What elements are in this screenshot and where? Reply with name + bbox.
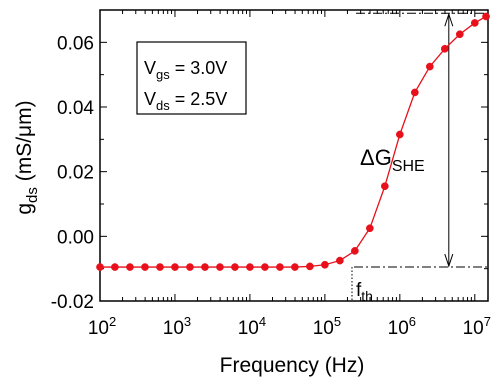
x-tick-label: 107 [463,314,491,339]
y-tick-label: 0.06 [57,33,94,54]
delta-label-sub: SHE [392,158,425,175]
conditions-box [136,41,247,115]
data-point [141,263,149,271]
data-point [470,19,479,27]
data-point [366,224,374,233]
delta-label-main: ΔG [360,145,392,170]
x-tick-exponent: 3 [184,314,191,329]
data-point [482,12,490,21]
x-tick-base: 10 [388,318,409,339]
data-point [410,88,419,97]
condition-main: V [144,58,156,78]
y-tick-label: 0.04 [57,98,94,119]
data-point [380,182,389,191]
x-tick-exponent: 2 [109,314,116,329]
x-tick-exponent: 6 [409,314,416,329]
data-point [201,263,209,271]
data-point [440,44,449,53]
condition-rest: = 3.0V [170,58,228,78]
axes-group [99,9,489,302]
data-point [336,256,344,265]
x-tick-label: 102 [88,314,116,339]
labels-group: 102 103 104 105 106 107-0.020.000.020.040.06F… [13,33,491,377]
y-tick-label: 0.02 [57,163,94,184]
x-tick-base: 10 [238,318,259,339]
x-tick-exponent: 4 [259,314,266,329]
x-tick-exponent: 7 [484,314,491,329]
data-point [156,263,164,271]
y-axis-title: gds (mS/μm) [13,100,41,214]
condition-main: V [144,89,156,109]
data-point [111,263,119,271]
data-point [171,263,179,271]
x-tick-base: 10 [88,318,109,339]
data-point [231,263,239,271]
data-point [96,263,104,271]
data-point [291,263,299,271]
x-tick-base: 10 [313,318,334,339]
delta-gshe-label: ΔGSHE [360,145,425,175]
x-tick-label: 104 [238,314,266,339]
y-title-sub: ds [24,187,41,203]
data-point [425,62,434,71]
data-point [306,262,314,271]
x-tick-label: 103 [163,314,191,339]
threshold-label-sub: th [361,288,373,304]
x-tick-base: 10 [163,318,184,339]
x-axis-title: Frequency (Hz) [220,354,365,377]
condition-sub: ds [156,98,170,113]
x-tick-exponent: 5 [334,314,341,329]
x-tick-label: 105 [313,314,341,339]
x-tick-base: 10 [463,318,484,339]
delta-arrow-head-bottom [444,253,454,268]
delta-arrow-head-top [444,12,454,27]
threshold-label: fth [356,280,373,304]
condition-sub: gs [156,67,170,82]
data-point [246,263,254,271]
condition-rest: = 2.5V [170,89,228,109]
data-point [351,247,359,255]
plot-frame [99,9,489,302]
y-tick-label: 0.00 [57,227,94,248]
data-point [186,263,194,271]
data-point [216,263,224,271]
data-point [261,263,269,271]
y-title-main: g [13,203,36,215]
data-point [276,263,284,271]
data-point [455,30,464,39]
series-group [96,12,490,271]
threshold-label-main: f [356,280,362,301]
condition-label: Vgs = 3.0V [144,58,227,82]
y-tick-label: -0.02 [51,292,94,313]
condition-label: Vds = 2.5V [144,89,227,113]
data-point [126,263,134,271]
data-point [321,260,329,269]
x-tick-label: 106 [388,314,416,339]
data-point [395,130,404,139]
y-title-unit: (mS/μm) [13,100,36,187]
